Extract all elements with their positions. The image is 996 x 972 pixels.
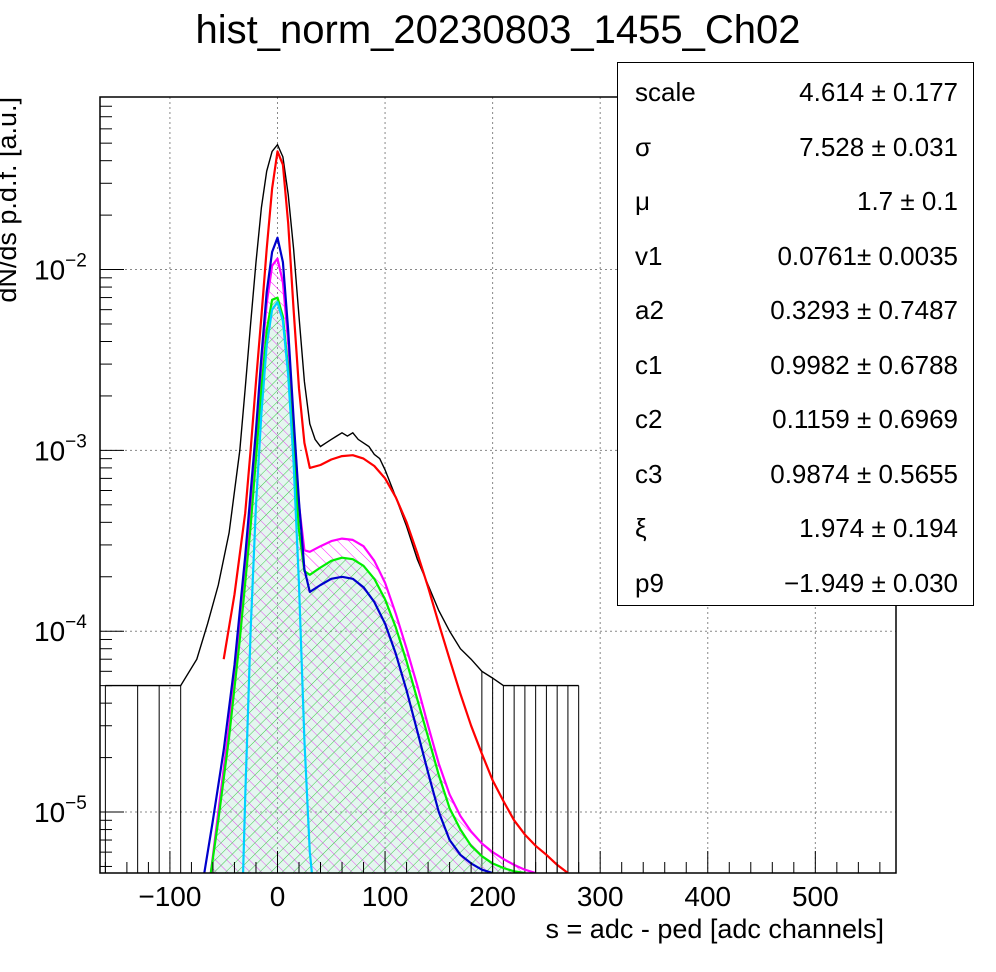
stat-row: μ 1.7 ± 0.1 — [618, 174, 973, 228]
tick-labels: −100 0 100 200 300 400 500 10−5 10−4 10−3 10−2 — [34, 251, 839, 912]
stat-row: ξ 1.974 ± 0.194 — [618, 501, 973, 555]
y-tick-label: 10−5 — [34, 793, 87, 828]
stat-value: 0.9874 ± 0.5655 — [770, 458, 958, 489]
stat-row: a2 0.3293 ± 0.7487 — [618, 283, 973, 337]
stat-row: v1 0.0761± 0.0035 — [618, 229, 973, 283]
stat-row: scale 4.614 ± 0.177 — [618, 65, 973, 119]
series-histogram — [105, 143, 579, 687]
x-tick-label: 100 — [362, 881, 409, 912]
series-layer — [104, 143, 580, 873]
series-area-fill — [210, 297, 525, 873]
x-tick-label: 200 — [469, 881, 516, 912]
stat-row: c3 0.9874 ± 0.5655 — [618, 447, 973, 501]
stat-row: σ 7.528 ± 0.031 — [618, 120, 973, 174]
series-line — [203, 236, 493, 873]
x-tick-label: −100 — [138, 881, 201, 912]
stat-value: 0.9982 ± 0.6788 — [770, 349, 958, 380]
stat-value: 4.614 ± 0.177 — [799, 77, 958, 107]
stat-row: p9 −1.949 ± 0.030 — [618, 556, 973, 610]
stat-row: c1 0.9982 ± 0.6788 — [618, 338, 973, 392]
y-tick-label: 10−2 — [34, 251, 87, 286]
stat-row: c2 0.1159 ± 0.6969 — [618, 392, 973, 446]
stat-value: 0.1159 ± 0.6969 — [772, 404, 958, 434]
stat-name: v1 — [635, 240, 663, 271]
fit-stats-box: scale 4.614 ± 0.177 σ 7.528 ± 0.031 μ 1.7 ± 0… — [617, 62, 974, 606]
stat-name: σ — [635, 131, 652, 162]
stat-name: scale — [635, 77, 696, 107]
chart-title: hist_norm_20230803_1455_Ch02 — [195, 8, 801, 52]
x-tick-label: 500 — [792, 881, 839, 912]
series-hatched-area — [210, 297, 525, 873]
stat-name: a2 — [635, 295, 664, 325]
x-tick-label: 400 — [684, 881, 731, 912]
x-tick-label: 0 — [270, 881, 286, 912]
y-tick-label: 10−3 — [34, 431, 87, 466]
stat-name: c3 — [635, 458, 663, 489]
stat-name: ξ — [635, 513, 647, 543]
series-line — [209, 296, 526, 873]
series-line — [242, 301, 313, 873]
stat-value: 7.528 ± 0.031 — [799, 131, 958, 162]
stat-value: 1.974 ± 0.194 — [799, 513, 958, 543]
x-tick-label: 300 — [577, 881, 624, 912]
x-axis-title: s = adc - ped [adc channels] — [546, 914, 884, 944]
stat-name: c2 — [635, 404, 663, 434]
stat-value: 0.0761± 0.0035 — [777, 240, 958, 271]
axis-ticks — [100, 96, 881, 873]
series-line — [222, 150, 569, 873]
stat-name: c1 — [635, 349, 663, 380]
stat-name: p9 — [635, 567, 664, 598]
stat-value: 1.7 ± 0.1 — [856, 186, 958, 216]
stat-value: 0.3293 ± 0.7487 — [770, 295, 958, 325]
stat-value: −1.949 ± 0.030 — [783, 567, 958, 598]
y-tick-label: 10−4 — [34, 612, 87, 647]
y-axis-title: dN/ds p.d.f. [a.u.] — [0, 97, 22, 303]
stat-name: μ — [635, 186, 650, 216]
